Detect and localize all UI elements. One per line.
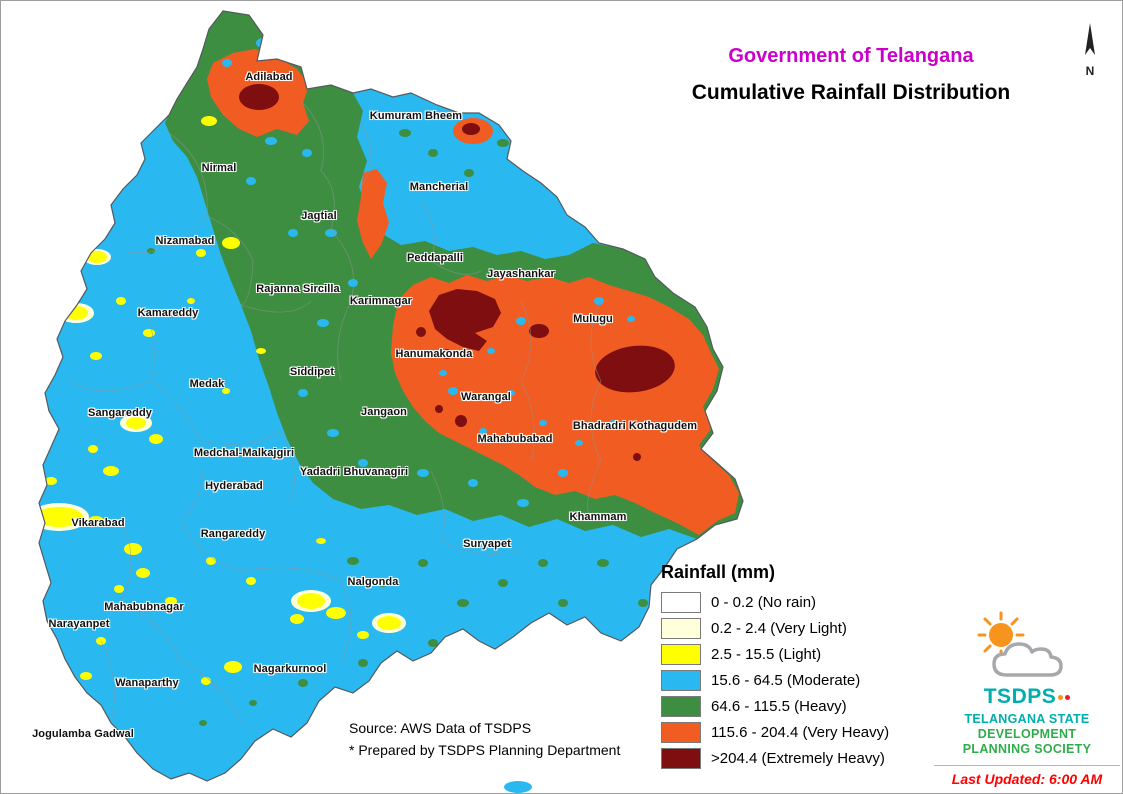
source-note: Source: AWS Data of TSDPS * Prepared by …	[349, 717, 620, 761]
tsdps-branding: TSDPS TELANGANA STATE DEVELOPMENT PLANNING…	[934, 611, 1120, 787]
moderate-rain-pockets	[222, 38, 635, 507]
legend-label: >204.4 (Extremely Heavy)	[711, 750, 885, 767]
prepared-by-line: * Prepared by TSDPS Planning Department	[349, 742, 621, 758]
rainfall-legend: Rainfall (mm) 0 - 0.2 (No rain) 0.2 - 2.4…	[661, 562, 971, 774]
legend-item: 115.6 - 204.4 (Very Heavy)	[661, 722, 971, 743]
title-block: Government of Telangana Cumulative Rainf…	[641, 45, 1061, 105]
light-rain-spots	[39, 116, 401, 685]
tsdps-wordmark-text: TSDPS	[983, 685, 1057, 708]
legend-swatch	[661, 644, 701, 665]
source-line: Source: AWS Data of TSDPS	[349, 720, 532, 736]
legend-label: 115.6 - 204.4 (Very Heavy)	[711, 724, 890, 741]
org-name-line: DEVELOPMENT	[977, 727, 1077, 741]
legend-swatch	[661, 592, 701, 613]
extremely-heavy-rain-regions	[239, 84, 675, 461]
legend-label: 2.5 - 15.5 (Light)	[711, 646, 822, 663]
legend-label: 64.6 - 115.5 (Heavy)	[711, 698, 847, 715]
last-updated: Last Updated: 6:00 AM	[934, 765, 1120, 787]
legend-item: 0 - 0.2 (No rain)	[661, 592, 971, 613]
legend-item: 2.5 - 15.5 (Light)	[661, 644, 971, 665]
legend-label: 0 - 0.2 (No rain)	[711, 594, 817, 611]
state-outline	[38, 10, 744, 782]
legend-swatch	[661, 696, 701, 717]
legend-item: 0.2 - 2.4 (Very Light)	[661, 618, 971, 639]
legend-item: 64.6 - 115.5 (Heavy)	[661, 696, 971, 717]
org-name-line: TELANGANA STATE	[964, 712, 1090, 726]
legend-label: 0.2 - 2.4 (Very Light)	[711, 620, 847, 637]
page-subtitle: Cumulative Rainfall Distribution	[691, 81, 1011, 104]
sun-cloud-logo-icon	[977, 611, 1063, 677]
legend-swatch	[661, 722, 701, 743]
north-label: N	[1085, 64, 1095, 78]
org-name: TELANGANA STATE DEVELOPMENT PLANNING SOCIE…	[934, 712, 1120, 757]
wordmark-dot-icon	[1058, 694, 1064, 700]
legend-item: 15.6 - 64.5 (Moderate)	[661, 670, 971, 691]
legend-items: 0 - 0.2 (No rain) 0.2 - 2.4 (Very Light) 2…	[661, 592, 971, 769]
wordmark-dot-icon	[1065, 694, 1071, 700]
map-island-fragment	[504, 781, 532, 793]
legend-item: >204.4 (Extremely Heavy)	[661, 748, 971, 769]
legend-swatch	[661, 670, 701, 691]
legend-swatch	[661, 618, 701, 639]
org-name-line: PLANNING SOCIETY	[962, 742, 1092, 756]
district-boundaries	[70, 100, 602, 722]
tsdps-wordmark: TSDPS	[934, 686, 1120, 708]
north-arrow: N	[1077, 21, 1103, 78]
page-title: Government of Telangana	[728, 45, 974, 67]
legend-swatch	[661, 748, 701, 769]
legend-title: Rainfall (mm)	[661, 562, 776, 582]
north-arrow-icon	[1085, 23, 1095, 55]
legend-label: 15.6 - 64.5 (Moderate)	[711, 672, 861, 689]
